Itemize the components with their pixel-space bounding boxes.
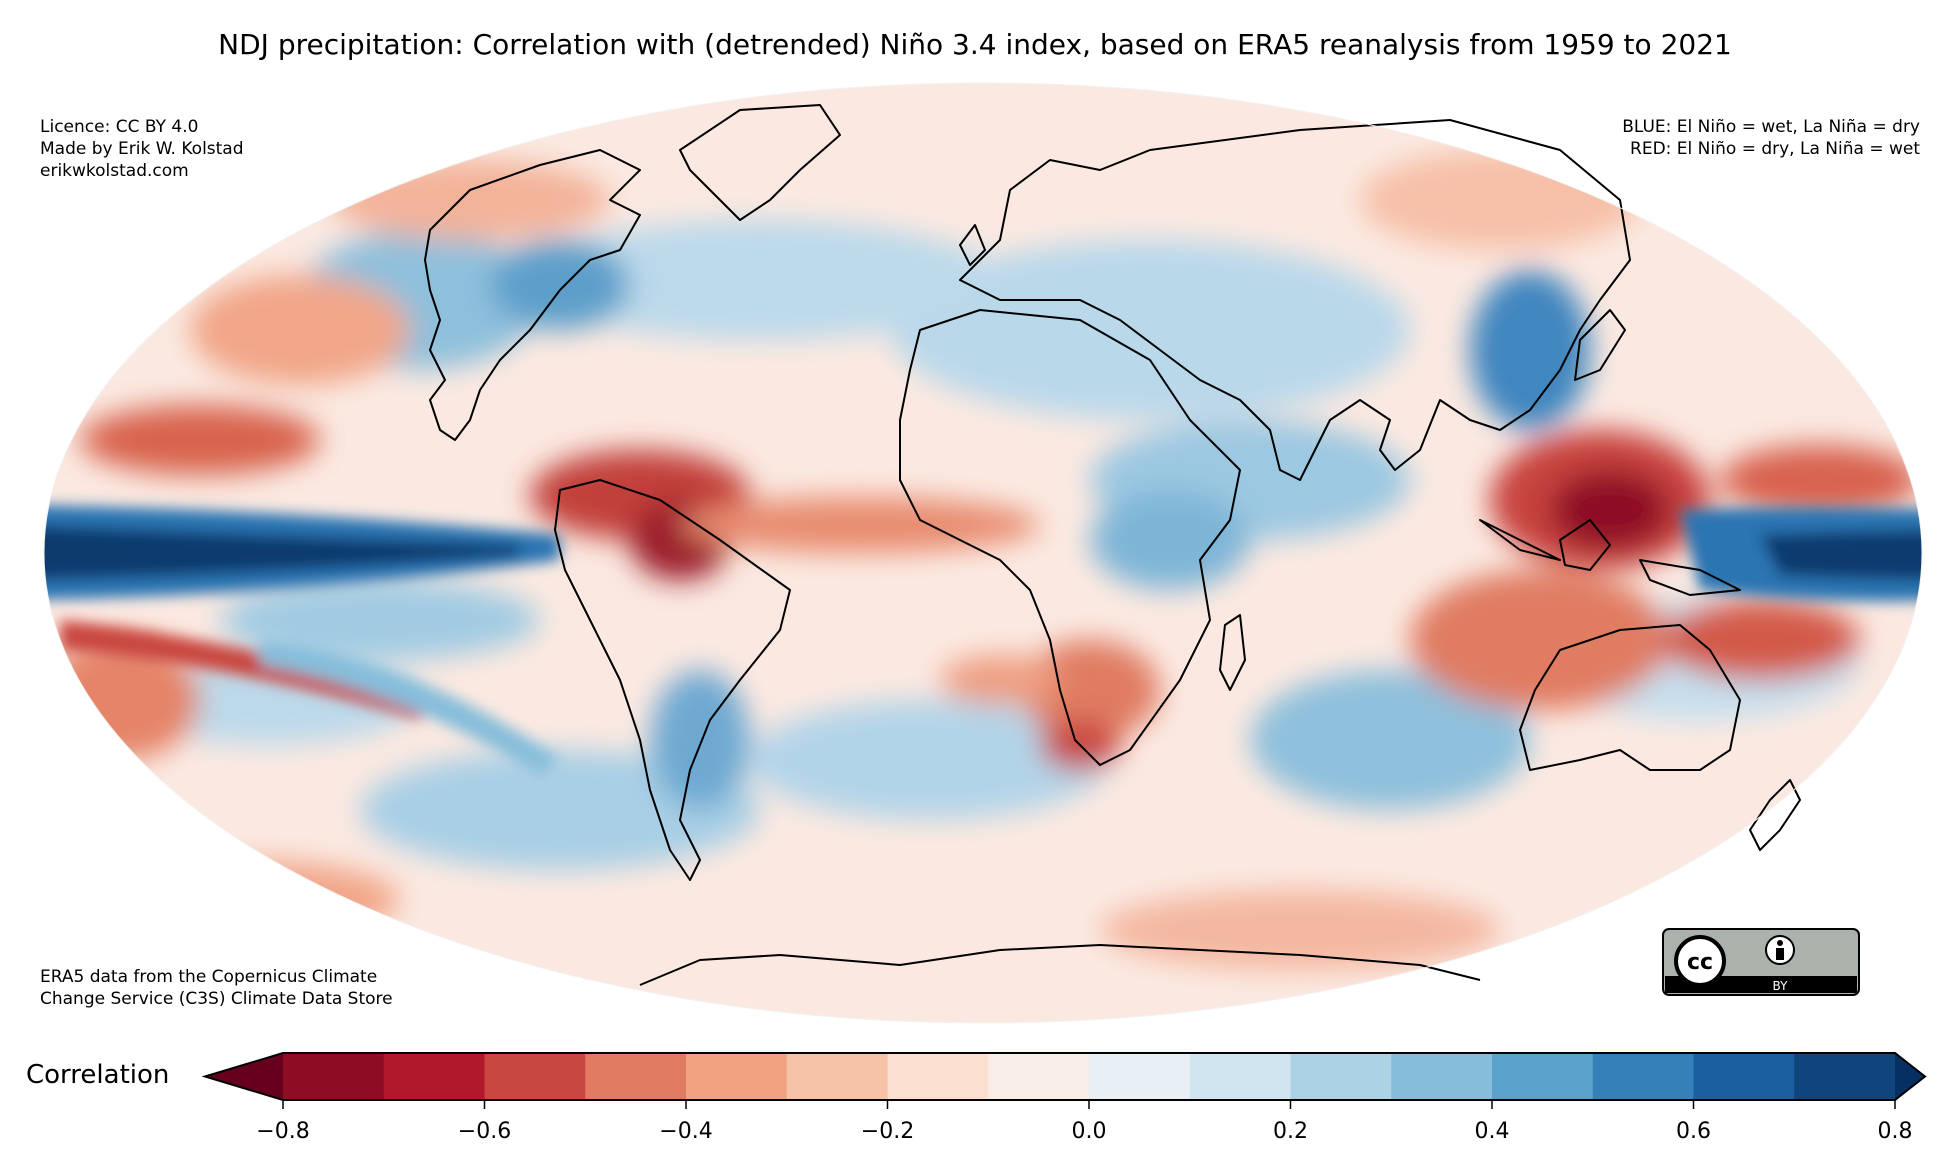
colorbar-segment xyxy=(283,1053,385,1100)
colorbar-extend-low xyxy=(205,1053,283,1100)
credits-block: Licence: CC BY 4.0 Made by Erik W. Kolst… xyxy=(40,116,244,182)
colorbar-segment xyxy=(1592,1053,1694,1100)
colorbar-segments xyxy=(201,1052,1927,1101)
colorbar-segment xyxy=(686,1053,788,1100)
colorbar-tick-label: −0.6 xyxy=(458,1119,511,1144)
colorbar-segment xyxy=(1794,1053,1896,1100)
colorbar-segment xyxy=(1089,1053,1191,1100)
colorbar-tick-label: 0.6 xyxy=(1676,1119,1711,1144)
svg-text:cc: cc xyxy=(1687,950,1713,975)
data-source-block: ERA5 data from the Copernicus Climate Ch… xyxy=(40,966,393,1010)
colorbar-segment xyxy=(1693,1053,1795,1100)
blue-meaning-text: BLUE: El Niño = wet, La Niña = dry xyxy=(1622,117,1920,137)
colorbar-tick-label: 0.0 xyxy=(1072,1119,1107,1144)
color-meaning-block: BLUE: El Niño = wet, La Niña = dry RED: … xyxy=(1622,116,1920,160)
colorbar-segment xyxy=(1189,1053,1291,1100)
cc-by-badge: cc BY xyxy=(1662,928,1860,996)
creative-commons-icon: cc xyxy=(1674,935,1726,987)
colorbar-segment xyxy=(1391,1053,1493,1100)
colorbar-segment xyxy=(1492,1053,1594,1100)
colorbar-extend-high xyxy=(1895,1053,1925,1100)
colorbar-segment xyxy=(988,1053,1090,1100)
globe-outline xyxy=(43,82,1923,1024)
colorbar-tick-label: 0.4 xyxy=(1475,1119,1510,1144)
author-text: Made by Erik W. Kolstad xyxy=(40,139,244,159)
licence-text: Licence: CC BY 4.0 xyxy=(40,117,199,137)
red-meaning-text: RED: El Niño = dry, La Niña = wet xyxy=(1630,139,1920,159)
colorbar-tick-label: −0.2 xyxy=(861,1119,914,1144)
source-line-2: Change Service (C3S) Climate Data Store xyxy=(40,989,393,1009)
map-title: NDJ precipitation: Correlation with (det… xyxy=(218,28,1732,61)
colorbar-tick-label: 0.8 xyxy=(1878,1119,1913,1144)
colorbar-segment xyxy=(585,1053,687,1100)
website-text: erikwkolstad.com xyxy=(40,161,189,181)
coastlines xyxy=(424,104,1801,986)
colorbar-segment xyxy=(786,1053,888,1100)
badge-label: BY xyxy=(1773,979,1789,993)
colorbar-tick-label: −0.4 xyxy=(659,1119,712,1144)
colorbar-tick-label: 0.2 xyxy=(1273,1119,1308,1144)
colorbar-ticks: −0.8 −0.6 −0.4 −0.2 0.0 0.2 0.4 0.6 0.8 xyxy=(256,1100,1913,1144)
source-line-1: ERA5 data from the Copernicus Climate xyxy=(40,967,378,987)
colorbar-segment xyxy=(383,1053,485,1100)
attribution-person-icon xyxy=(1765,935,1795,965)
colorbar-segment xyxy=(887,1053,989,1100)
colorbar-segment xyxy=(484,1053,586,1100)
colorbar-label: Correlation xyxy=(26,1060,170,1090)
correlation-field xyxy=(44,83,1922,1023)
colorbar-segment xyxy=(1290,1053,1392,1100)
colorbar-tick-label: −0.8 xyxy=(256,1119,309,1144)
